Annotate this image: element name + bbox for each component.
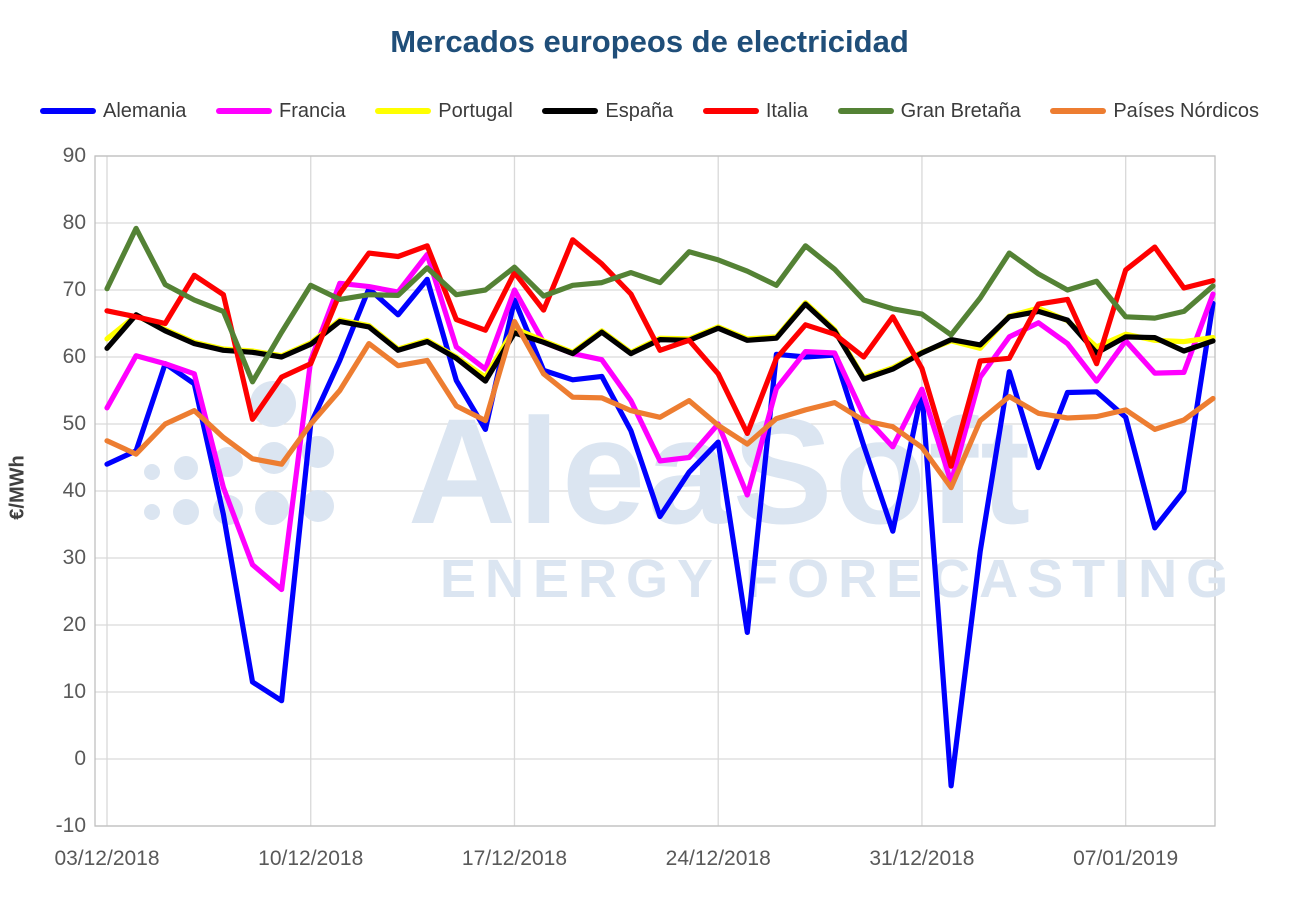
series-line-gran-breta-a bbox=[104, 225, 1216, 385]
series-line-portugal bbox=[104, 300, 1216, 381]
series-line-francia bbox=[104, 251, 1216, 593]
watermark-brand: AleaSoft bbox=[407, 387, 1033, 555]
legend-item-pa-ses-n-rdicos: Países Nórdicos bbox=[1050, 100, 1259, 123]
legend-swatch-icon bbox=[1050, 108, 1107, 114]
y-axis-tick-label: 0 bbox=[74, 747, 86, 770]
legend-item-portugal: Portugal bbox=[375, 100, 513, 123]
legend-label: Países Nórdicos bbox=[1113, 99, 1259, 122]
legend-label: Alemania bbox=[103, 99, 187, 122]
y-axis-tick-label: 30 bbox=[62, 546, 86, 569]
series-line-pa-ses-n-rdicos bbox=[104, 318, 1216, 491]
series-line-alemania bbox=[104, 276, 1216, 789]
legend-swatch-icon bbox=[702, 108, 759, 114]
legend-label: Italia bbox=[765, 99, 809, 122]
legend-label: Francia bbox=[278, 99, 346, 122]
x-axis-tick-label: 24/12/2018 bbox=[665, 847, 771, 870]
legend-swatch-icon bbox=[215, 108, 272, 114]
legend-label: Portugal bbox=[438, 99, 513, 122]
legend-swatch-icon bbox=[542, 108, 599, 114]
y-axis-tick-label: 80 bbox=[62, 211, 86, 234]
y-axis-tick-label: 60 bbox=[62, 345, 86, 368]
x-axis-tick-label: 10/12/2018 bbox=[258, 847, 364, 870]
y-axis-tick-label: 50 bbox=[62, 412, 86, 435]
legend-swatch-icon bbox=[837, 108, 894, 114]
y-axis-tick-label: 10 bbox=[62, 680, 86, 703]
y-axis-tick-label: 90 bbox=[62, 144, 86, 167]
y-axis-tick-label: 20 bbox=[62, 613, 86, 636]
legend-item-alemania: Alemania bbox=[40, 100, 186, 123]
watermark-subtitle: ENERGY FORECASTING bbox=[440, 549, 1238, 609]
legend-item-italia: Italia bbox=[702, 99, 809, 123]
y-axis-tick-label: 40 bbox=[62, 479, 86, 502]
series-line-italia bbox=[104, 237, 1216, 469]
legend-item-espa-a: España bbox=[542, 100, 673, 123]
y-axis-tick-label: 70 bbox=[62, 278, 86, 301]
legend-item-francia: Francia bbox=[215, 99, 346, 123]
series-line-espa-a bbox=[104, 301, 1216, 384]
legend-swatch-icon bbox=[375, 108, 432, 114]
legend-label: Gran Bretaña bbox=[900, 99, 1021, 122]
legend-label: España bbox=[605, 99, 674, 122]
x-axis-tick-label: 03/12/2018 bbox=[54, 847, 160, 870]
x-axis-tick-label: 31/12/2018 bbox=[869, 847, 975, 870]
x-axis-tick-label: 17/12/2018 bbox=[461, 847, 568, 870]
legend-item-gran-breta-a: Gran Bretaña bbox=[837, 99, 1021, 123]
legend-swatch-icon bbox=[40, 108, 96, 114]
x-axis-tick-label: 07/01/2019 bbox=[1073, 847, 1179, 870]
legend: Alemania Francia Portugal España Italia Gran … bbox=[0, 96, 1299, 126]
chart-title: Mercados europeos de electricidad bbox=[390, 24, 909, 59]
y-axis-tick-label: -10 bbox=[55, 814, 86, 837]
